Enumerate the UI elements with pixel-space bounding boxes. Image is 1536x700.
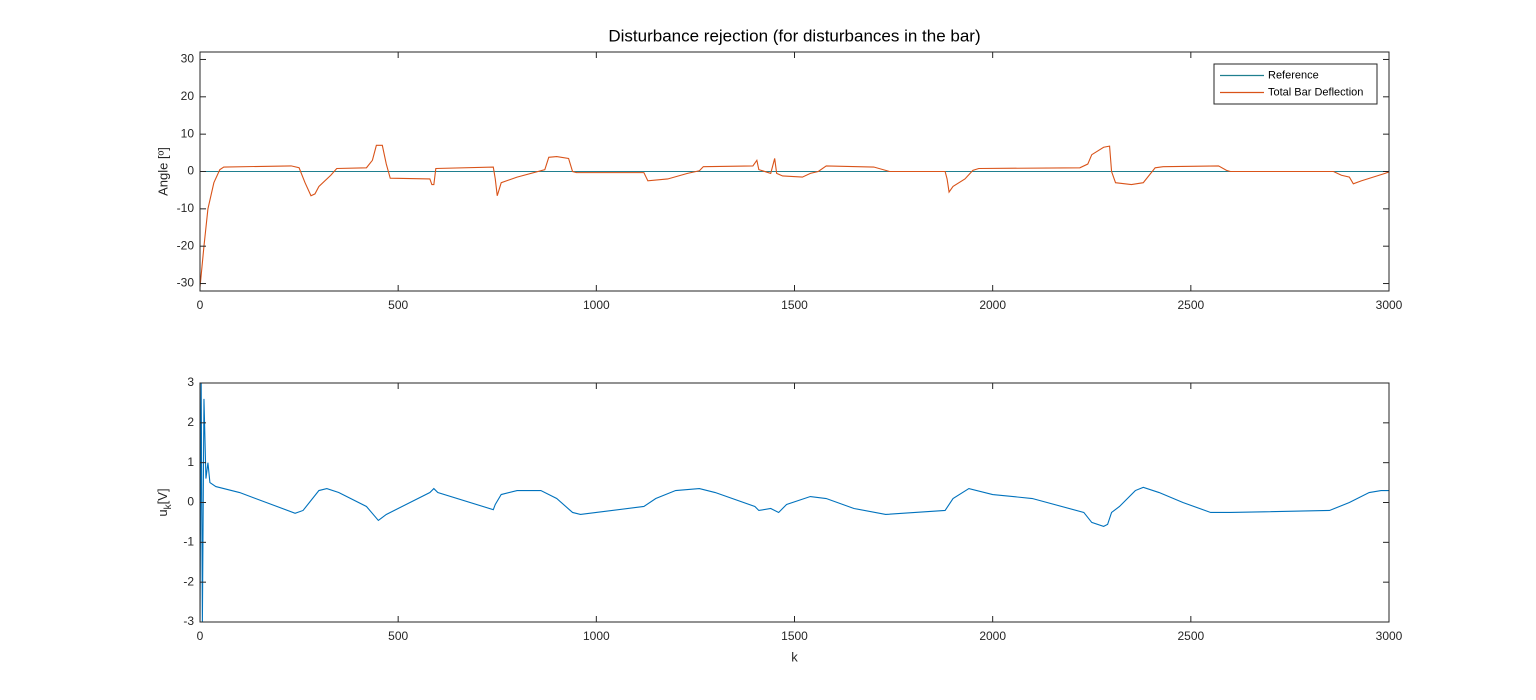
- data-line: [200, 383, 1389, 622]
- data-line: [200, 144, 1389, 288]
- x-tick-label: 2000: [979, 298, 1006, 312]
- x-tick-label: 1500: [781, 629, 808, 643]
- x-tick-label: 2500: [1177, 298, 1204, 312]
- axes: 0 500 1000 1500 2000 2500 3000 -30 -20 -10 0 10 20 30…: [155, 26, 1402, 312]
- y-tick-label: 2: [187, 415, 194, 429]
- y-tick-label: -3: [183, 614, 194, 628]
- y-axis-label: uk[V]: [155, 488, 173, 516]
- legend: Reference Total Bar Deflection: [1213, 63, 1378, 105]
- x-tick-label: 1000: [583, 298, 610, 312]
- x-axis-label: k: [791, 649, 798, 664]
- y-tick-label: 10: [181, 126, 195, 140]
- legend-box: [1213, 63, 1378, 105]
- legend-label: Total Bar Deflection: [1268, 86, 1363, 98]
- y-tick-label: 30: [181, 52, 195, 66]
- y-tick-label: -10: [177, 201, 195, 215]
- x-tick-label: 0: [197, 298, 204, 312]
- x-tick-label: 2000: [979, 629, 1006, 643]
- y-label-unit: [V]: [155, 488, 170, 504]
- y-axis-label: Angle [º]: [155, 147, 170, 196]
- x-tick-label: 3000: [1376, 298, 1403, 312]
- y-label-base: u: [155, 509, 170, 516]
- y-tick-label: -30: [177, 276, 195, 290]
- y-tick-label: -2: [183, 574, 194, 588]
- x-tick-label: 500: [388, 298, 408, 312]
- y-tick-label: -20: [177, 238, 195, 252]
- legend-label: Reference: [1268, 69, 1319, 81]
- x-tick-label: 3000: [1376, 629, 1403, 643]
- x-tick-label: 0: [197, 629, 204, 643]
- y-tick-label: -1: [183, 535, 194, 549]
- x-tick-label: 1500: [781, 298, 808, 312]
- y-tick-label: 0: [187, 164, 194, 178]
- x-tick-label: 1000: [583, 629, 610, 643]
- y-label-subscript: k: [163, 503, 174, 509]
- x-tick-label: 500: [388, 629, 408, 643]
- x-tick-label: 2500: [1177, 629, 1204, 643]
- y-tick-label: 0: [187, 495, 194, 509]
- y-tick-label: 1: [187, 455, 194, 469]
- chart-title: Disturbance rejection (for disturbances …: [608, 26, 980, 45]
- y-tick-label: 3: [187, 375, 194, 389]
- y-tick-label: 20: [181, 89, 195, 103]
- plot-area: [200, 383, 1389, 622]
